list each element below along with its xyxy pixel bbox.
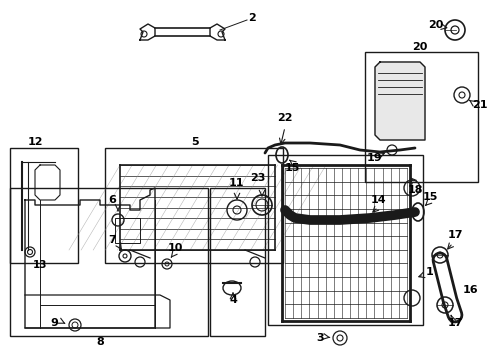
Text: 17: 17 [447, 230, 462, 240]
Text: 16: 16 [461, 285, 477, 295]
Text: 23: 23 [250, 173, 265, 183]
Text: 21: 21 [471, 100, 487, 110]
Text: 18: 18 [407, 185, 422, 195]
Text: 14: 14 [369, 195, 385, 205]
Bar [105, 148, 283, 263]
Bar [115, 218, 140, 243]
Bar [364, 52, 477, 182]
Text: 8: 8 [96, 337, 103, 347]
Text: 19: 19 [366, 153, 381, 163]
Text: 20: 20 [427, 20, 443, 30]
Text: 11: 11 [228, 178, 243, 188]
Text: 5: 5 [191, 137, 199, 147]
Text: 4: 4 [228, 295, 237, 305]
Text: 3: 3 [316, 333, 323, 343]
Text: 12: 12 [27, 137, 42, 147]
Bar [10, 148, 78, 263]
Text: 15: 15 [284, 163, 299, 173]
Text: 2: 2 [247, 13, 255, 23]
Text: 15: 15 [422, 192, 437, 202]
Bar [209, 188, 264, 336]
Bar [267, 155, 422, 325]
Text: 22: 22 [277, 113, 292, 123]
Text: 9: 9 [50, 318, 58, 328]
Polygon shape [374, 62, 424, 140]
Text: 1: 1 [425, 267, 433, 277]
Bar [10, 188, 207, 336]
Text: 10: 10 [167, 243, 183, 253]
Text: 20: 20 [411, 42, 427, 52]
Text: 17: 17 [447, 318, 462, 328]
Text: 7: 7 [108, 235, 116, 245]
Text: 13: 13 [33, 260, 47, 270]
Text: 6: 6 [108, 195, 116, 205]
